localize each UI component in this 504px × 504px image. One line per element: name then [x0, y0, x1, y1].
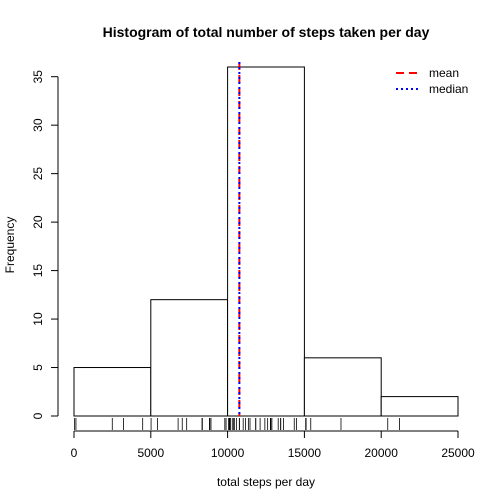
- x-tick-label: 20000: [365, 446, 399, 460]
- y-tick-label: 15: [31, 264, 45, 278]
- x-axis: 0 5000 10000 15000 20000 25000: [71, 430, 475, 460]
- legend: mean median: [396, 66, 468, 96]
- y-tick-label: 25: [31, 167, 45, 181]
- legend-label: median: [429, 82, 468, 96]
- x-tick-label: 15000: [288, 446, 322, 460]
- rug-group: [74, 418, 400, 430]
- x-tick-label: 0: [71, 446, 78, 460]
- x-axis-label: total steps per day: [217, 475, 315, 489]
- y-axis: 0 5 10 15 20 25 30 35: [31, 70, 59, 419]
- y-tick-label: 30: [31, 118, 45, 132]
- y-tick-label: 35: [31, 70, 45, 84]
- histogram-bar: [303, 357, 382, 417]
- y-tick-label: 5: [31, 364, 45, 371]
- y-tick-label: 20: [31, 215, 45, 229]
- histogram-bar: [73, 367, 152, 417]
- legend-label: mean: [429, 66, 459, 80]
- y-tick-label: 10: [31, 312, 45, 326]
- y-axis-label: Frequency: [3, 217, 17, 274]
- chart-title: Histogram of total number of steps taken…: [103, 24, 430, 40]
- histogram-bar: [380, 396, 459, 417]
- bars-group: [73, 66, 459, 417]
- y-tick-label: 0: [31, 412, 45, 419]
- x-tick-label: 25000: [441, 446, 475, 460]
- x-tick-label: 5000: [137, 446, 164, 460]
- histogram-bar: [150, 299, 229, 417]
- x-tick-label: 10000: [211, 446, 245, 460]
- histogram-bar: [227, 66, 305, 417]
